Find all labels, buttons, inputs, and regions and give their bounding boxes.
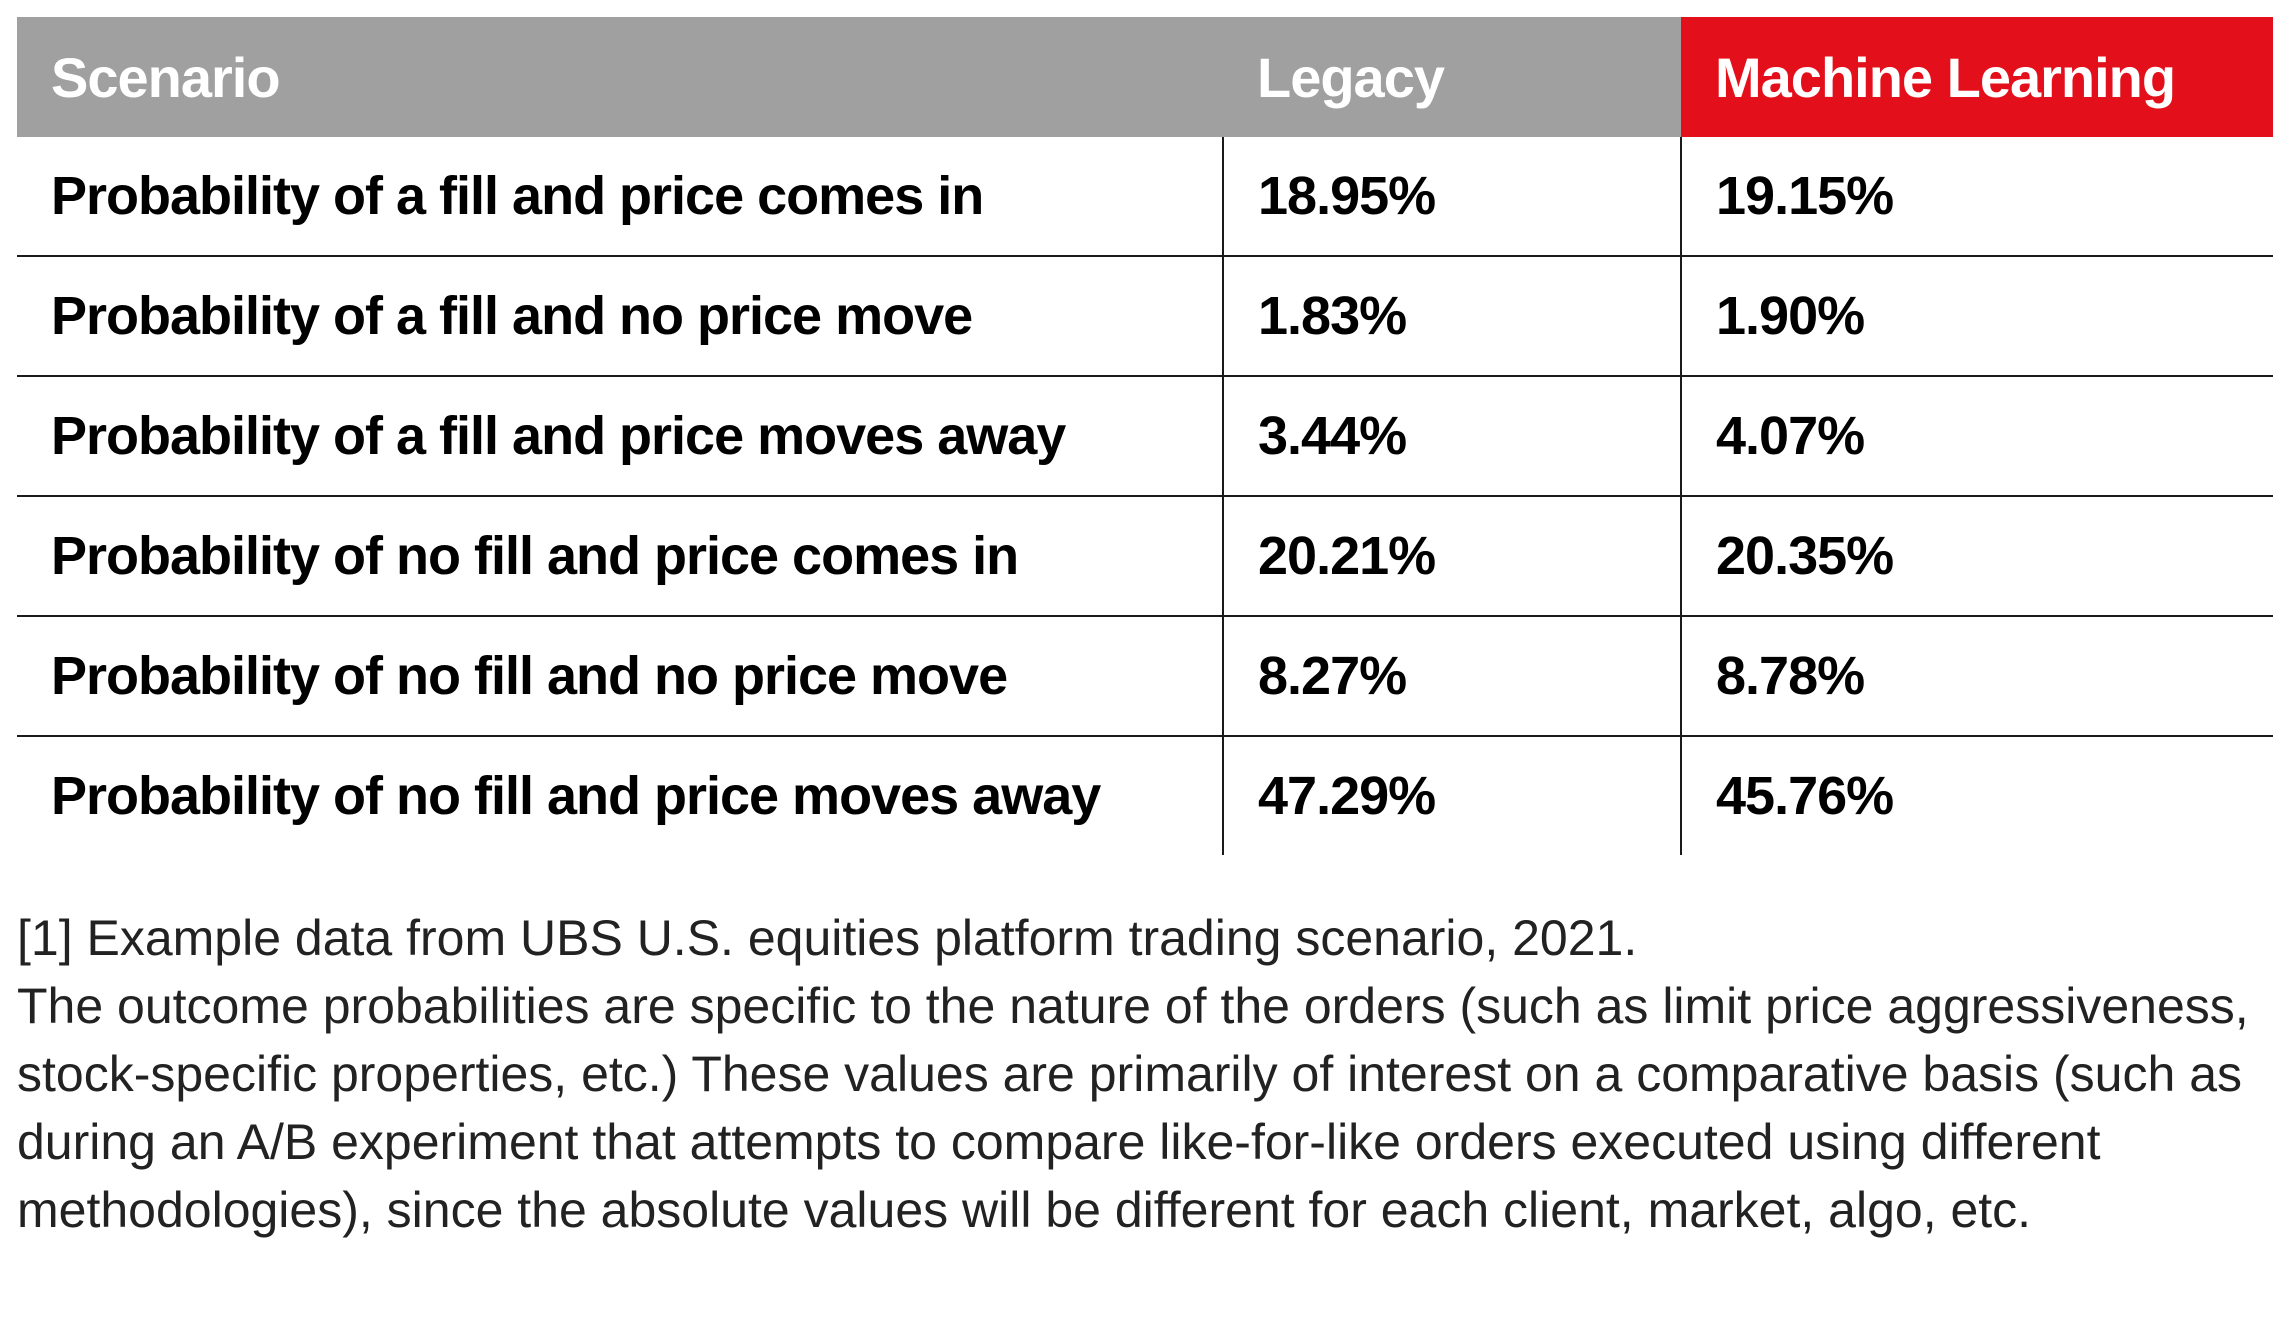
footnote: [1] Example data from UBS U.S. equities … (17, 904, 2277, 1244)
footnote-source: [1] Example data from UBS U.S. equities … (17, 910, 1638, 966)
legacy-value-cell: 8.27% (1222, 616, 1681, 737)
scenario-cell: Probability of no fill and no price move (17, 616, 1223, 737)
legacy-value-cell: 47.29% (1222, 736, 1681, 855)
table-row: Probability of a fill and no price move … (17, 256, 2273, 377)
scenario-cell: Probability of no fill and price moves a… (51, 766, 1101, 826)
legacy-value-cell: 3.44% (1222, 376, 1681, 497)
legacy-value-cell: 1.83% (1222, 256, 1681, 377)
table-row: Probability of no fill and no price move… (17, 616, 2273, 737)
table-row: Probability of no fill and price moves a… (17, 736, 2273, 855)
comparison-table-container: Scenario Legacy Machine Learning Probabi… (17, 17, 2273, 855)
ml-value-cell: 20.35% (1680, 496, 2273, 617)
scenario-cell: Probability of no fill and price comes i… (17, 496, 1223, 617)
ml-value-cell: 8.78% (1680, 616, 2273, 737)
scenario-cell: Probability of a fill and no price move (17, 256, 1223, 377)
table-header-row: Scenario Legacy Machine Learning (17, 17, 2273, 137)
header-machine-learning: Machine Learning (1681, 17, 2273, 137)
legacy-value-cell: 20.21% (1222, 496, 1681, 617)
comparison-table: Scenario Legacy Machine Learning Probabi… (17, 17, 2273, 855)
ml-value-cell: 45.76% (1680, 736, 2273, 855)
table-row: Probability of a fill and price moves aw… (17, 376, 2273, 497)
header-legacy: Legacy (1223, 17, 1681, 137)
header-scenario: Scenario (17, 17, 1223, 137)
table-row: Probability of a fill and price comes in… (17, 137, 2273, 257)
scenario-cell: Probability of a fill and price comes in (17, 137, 1223, 257)
ml-value-cell: 4.07% (1680, 376, 2273, 497)
table-row: Probability of no fill and price comes i… (17, 496, 2273, 617)
footnote-body: The outcome probabilities are specific t… (17, 978, 2249, 1238)
ml-value-cell: 19.15% (1680, 137, 2273, 257)
ml-value-cell: 1.90% (1680, 256, 2273, 377)
scenario-cell: Probability of a fill and price moves aw… (17, 376, 1223, 497)
legacy-value-cell: 18.95% (1222, 137, 1681, 257)
